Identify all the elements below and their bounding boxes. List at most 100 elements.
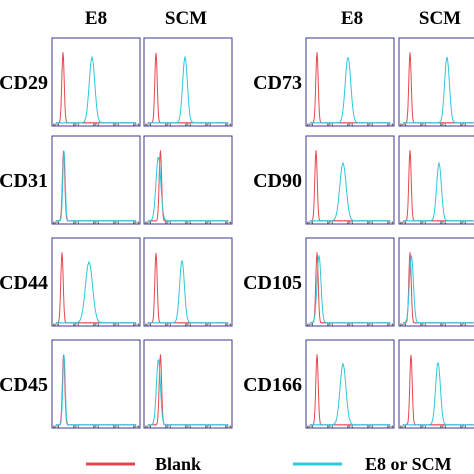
x-tick-label: 10^4: [387, 323, 394, 327]
sample-histogram-line: [309, 161, 391, 222]
histogram-panel-cd73-scm: 10^010^110^210^310^4: [398, 37, 474, 127]
panel-frame: [305, 37, 395, 127]
x-tick-label: 10^3: [460, 123, 467, 127]
sample-histogram-line: [147, 55, 229, 124]
panel-frame: [398, 37, 474, 127]
sample-histogram-line: [402, 255, 474, 324]
histogram-panel-cd166-scm: 10^010^110^210^310^4: [398, 339, 474, 429]
x-tick-label: 10^4: [225, 323, 232, 327]
row-label-cd73: CD73: [253, 72, 302, 94]
histogram-panel-cd44-scm: 10^0 10^1 10^2 10^3 10^4: [143, 237, 233, 327]
x-tick-label: 10^4: [387, 123, 394, 127]
x-tick-label: 10^1: [327, 123, 334, 127]
histogram-panel-cd31-e8: 10^0 10^1 10^2 10^3 10^4: [51, 135, 141, 225]
legend-label-blank: Blank: [155, 454, 201, 474]
x-tick-label: 10^2: [347, 425, 354, 429]
x-tick-label: 10^1: [420, 123, 427, 127]
x-tick-label: 10^1: [165, 425, 172, 429]
x-tick-label: 10^0: [400, 123, 407, 127]
x-tick-label: 10^3: [460, 221, 467, 225]
histogram-panel-cd44-e8: 10^0 10^1 10^2 10^3 10^4: [51, 237, 141, 327]
x-tick-label: 10^1: [73, 323, 80, 327]
x-tick-label: 10^1: [327, 221, 334, 225]
panel-frame: [305, 339, 395, 429]
x-tick-label: 10^0: [307, 425, 314, 429]
sample-histogram-line: [147, 359, 229, 426]
column-header-e8-left: E8: [85, 8, 107, 29]
x-tick-label: 10^1: [73, 123, 80, 127]
x-tick-label: 10^1: [73, 221, 80, 225]
histogram-panel-cd29-e8: 10^0 10^1 10^2 10^3 10^4: [51, 37, 141, 127]
x-tick-label: 10^1: [165, 323, 172, 327]
x-tick-label: 10^4: [387, 221, 394, 225]
x-tick-label: 10^0: [145, 123, 152, 127]
column-header-scm-left: SCM: [165, 8, 207, 29]
histogram-panel-cd45-e8: 10^0 10^1 10^2 10^3 10^4: [51, 339, 141, 429]
x-tick-label: 10^2: [440, 425, 447, 429]
row-label-cd31: CD31: [0, 170, 48, 192]
x-tick-label: 10^1: [420, 221, 427, 225]
x-tick-label: 10^2: [93, 123, 100, 127]
x-tick-label: 10^3: [367, 323, 374, 327]
row-label-cd90: CD90: [253, 170, 302, 192]
x-tick-label: 10^0: [145, 425, 152, 429]
panel-frame: [51, 37, 141, 127]
row-label-cd29: CD29: [0, 72, 48, 94]
panel-frame: [398, 237, 474, 327]
x-tick-label: 10^0: [145, 221, 152, 225]
row-label-cd45: CD45: [0, 374, 48, 396]
x-tick-label: 10^1: [420, 323, 427, 327]
column-header-scm-right: SCM: [419, 8, 461, 29]
x-tick-label: 10^3: [367, 221, 374, 225]
panel-frame: [398, 135, 474, 225]
x-tick-label: 10^3: [460, 425, 467, 429]
x-tick-label: 10^2: [93, 323, 100, 327]
x-tick-label: 10^3: [367, 123, 374, 127]
sample-histogram-line: [402, 362, 474, 426]
x-tick-label: 10^4: [225, 425, 232, 429]
x-tick-label: 10^4: [225, 123, 232, 127]
x-tick-label: 10^2: [185, 425, 192, 429]
x-tick-label: 10^1: [165, 123, 172, 127]
panel-frame: [143, 135, 233, 225]
sample-histogram-line: [55, 260, 137, 324]
row-labels: CD29 CD73 CD31 CD90 CD44 CD105 CD45 CD166: [0, 72, 302, 396]
x-tick-label: 10^2: [440, 123, 447, 127]
sample-histogram-line: [55, 55, 137, 124]
x-tick-label: 10^0: [307, 123, 314, 127]
histogram-panel-cd105-scm: 10^010^110^210^310^4: [398, 237, 474, 327]
x-tick-label: 10^2: [185, 323, 192, 327]
sample-histogram-line: [147, 156, 229, 222]
histogram-panel-cd73-e8: 10^0 10^1 10^2 10^3 10^4: [305, 37, 395, 127]
x-tick-label: 10^3: [367, 425, 374, 429]
histogram-panel-cd29-scm: 10^0 10^1 10^2 10^3 10^4: [143, 37, 233, 127]
x-tick-label: 10^1: [420, 425, 427, 429]
x-tick-label: 10^4: [133, 425, 140, 429]
x-tick-label: 10^0: [145, 323, 152, 327]
x-tick-label: 10^2: [347, 123, 354, 127]
x-tick-label: 10^0: [53, 221, 60, 225]
legend-label-sample: E8 or SCM: [365, 454, 452, 474]
histogram-panel-cd90-e8: 10^0 10^1 10^2 10^3 10^4: [305, 135, 395, 225]
x-tick-label: 10^3: [113, 323, 120, 327]
histogram-panel-cd45-scm: 10^0 10^1 10^2 10^3 10^4: [143, 339, 233, 429]
x-tick-label: 10^4: [387, 425, 394, 429]
panel-frame: [305, 135, 395, 225]
panel-frame: [51, 135, 141, 225]
x-tick-label: 10^0: [400, 221, 407, 225]
x-tick-label: 10^3: [460, 323, 467, 327]
sample-histogram-line: [55, 150, 137, 222]
x-tick-label: 10^2: [93, 221, 100, 225]
x-tick-label: 10^2: [185, 123, 192, 127]
x-tick-label: 10^2: [440, 323, 447, 327]
x-tick-label: 10^2: [347, 221, 354, 225]
x-tick-label: 10^1: [73, 425, 80, 429]
x-tick-label: 10^3: [205, 221, 212, 225]
x-tick-label: 10^0: [400, 425, 407, 429]
sample-histogram-line: [309, 362, 391, 426]
histogram-panels: 10^0 10^1 10^2 10^3 10^4 10^0 10^1 10^2 10^3 10^4…: [51, 37, 474, 429]
x-tick-label: 10^3: [113, 425, 120, 429]
x-tick-label: 10^3: [205, 123, 212, 127]
column-header-e8-right: E8: [341, 8, 363, 29]
histogram-panel-cd105-e8: 10^0 10^1 10^2 10^3 10^4: [305, 237, 395, 327]
